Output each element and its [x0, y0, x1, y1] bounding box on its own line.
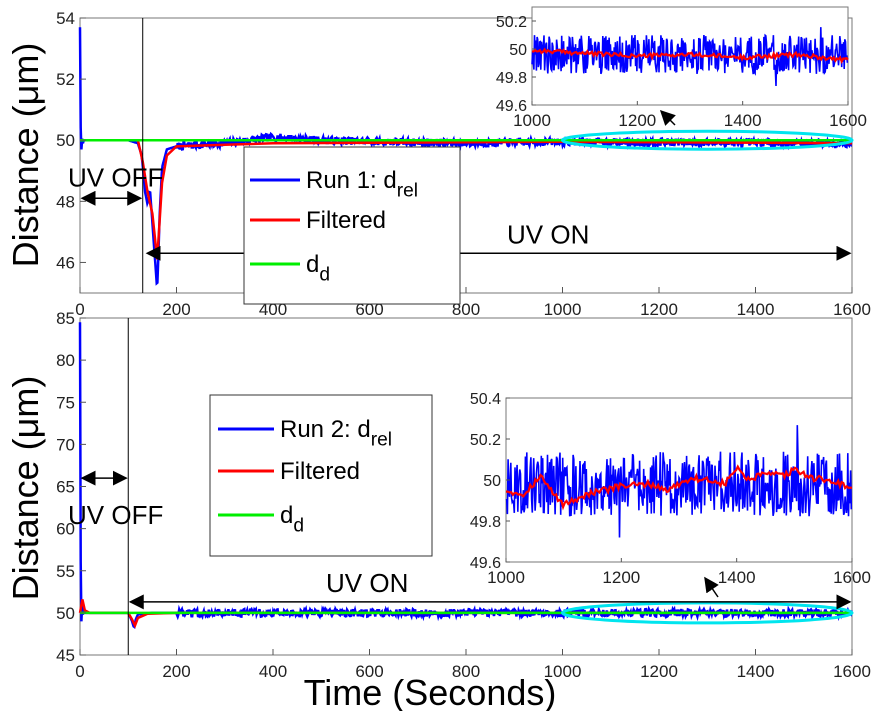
x-tick-label: 200 — [162, 662, 190, 681]
x-tick-label: 800 — [452, 300, 480, 319]
x-tick-label: 1000 — [544, 662, 582, 681]
x-tick-label: 0 — [75, 662, 84, 681]
annotation-label: UV OFF — [68, 500, 163, 530]
legend-box — [209, 394, 433, 557]
inset-x-tick-label: 1600 — [833, 568, 871, 587]
y-tick-label: 48 — [56, 192, 75, 211]
inset-series-filtered — [506, 464, 853, 511]
y-tick-label: 55 — [56, 562, 75, 581]
x-tick-label: 600 — [355, 662, 383, 681]
y-tick-label: 45 — [56, 646, 75, 665]
x-tick-label: 1600 — [833, 300, 871, 319]
y-tick-label: 60 — [56, 520, 75, 539]
x-tick-label: 1400 — [737, 662, 775, 681]
inset-series-filtered — [531, 47, 849, 64]
legend-label: Filtered — [280, 458, 360, 485]
inset-y-tick-label: 50.2 — [470, 432, 501, 449]
x-tick-label: 1000 — [544, 300, 582, 319]
y-tick-label: 70 — [56, 435, 75, 454]
y-tick-label: 52 — [56, 70, 75, 89]
inset-y-tick-label: 49.8 — [470, 514, 501, 531]
inset-x-tick-label: 1400 — [718, 568, 756, 587]
inset-x-tick-label: 1000 — [513, 111, 551, 130]
inset-y-tick-label: 50.2 — [496, 14, 527, 31]
inset-x-tick-label: 1200 — [602, 568, 640, 587]
x-tick-label: 200 — [162, 300, 190, 319]
x-tick-label: 1200 — [640, 300, 678, 319]
legend-label: Run 1: drel — [306, 167, 418, 201]
inset-y-tick-label: 49.6 — [470, 555, 501, 572]
y-axis-label-run-1: Distance (μm) — [5, 43, 46, 268]
x-tick-label: 0 — [75, 300, 84, 319]
legend-label: Run 2: drel — [280, 416, 392, 450]
inset-x-tick-label: 1000 — [487, 568, 525, 587]
y-tick-label: 85 — [56, 309, 75, 328]
inset-pointer-arrow — [659, 109, 676, 126]
y-tick-label: 46 — [56, 253, 75, 272]
x-tick-label: 800 — [452, 662, 480, 681]
annotation-label: UV ON — [507, 219, 589, 249]
x-tick-label: 1600 — [833, 662, 871, 681]
x-tick-label: 1200 — [640, 662, 678, 681]
annotation-label: UV OFF — [68, 162, 163, 192]
y-tick-label: 50 — [56, 131, 75, 150]
y-tick-label: 54 — [56, 9, 75, 28]
inset-y-tick-label: 50.4 — [470, 391, 501, 408]
inset-x-tick-label: 1400 — [724, 111, 762, 130]
inset-y-tick-label: 50 — [509, 42, 527, 59]
chart-run-2: 0 200 400 600 800 1000 1200 1400 1600 45 50 55 60 65 7… — [5, 309, 871, 711]
y-axis-label-run-2: Distance (μm) — [5, 376, 46, 601]
legend-label: dd — [306, 251, 330, 285]
inset-y-tick-label: 50 — [483, 473, 501, 490]
inset-x-tick-label: 1600 — [829, 111, 867, 130]
inset-pointer-arrow — [704, 576, 719, 598]
x-tick-label: 400 — [259, 662, 287, 681]
x-tick-label: 400 — [259, 300, 287, 319]
x-tick-label: 1400 — [737, 300, 775, 319]
x-tick-label: 600 — [355, 300, 383, 319]
x-axis-label: Time (Seconds) — [304, 672, 557, 711]
y-tick-label: 80 — [56, 351, 75, 370]
annotation-label: UV ON — [326, 568, 408, 598]
inset-series-raw — [531, 27, 849, 87]
y-tick-label: 75 — [56, 393, 75, 412]
legend-label: dd — [280, 502, 304, 536]
legend-box — [243, 146, 461, 305]
inset-y-tick-label: 49.6 — [496, 98, 527, 115]
y-tick-label: 65 — [56, 478, 75, 497]
chart-run-1: 0 200 400 600 800 1000 1200 1400 16004648505254 … — [5, 6, 871, 319]
highlight-ellipse-run-1 — [561, 129, 854, 151]
inset-y-tick-label: 49.8 — [496, 70, 527, 87]
inset-x-tick-label: 1200 — [618, 111, 656, 130]
y-tick-label: 50 — [56, 604, 75, 623]
legend-label: Filtered — [306, 207, 386, 234]
